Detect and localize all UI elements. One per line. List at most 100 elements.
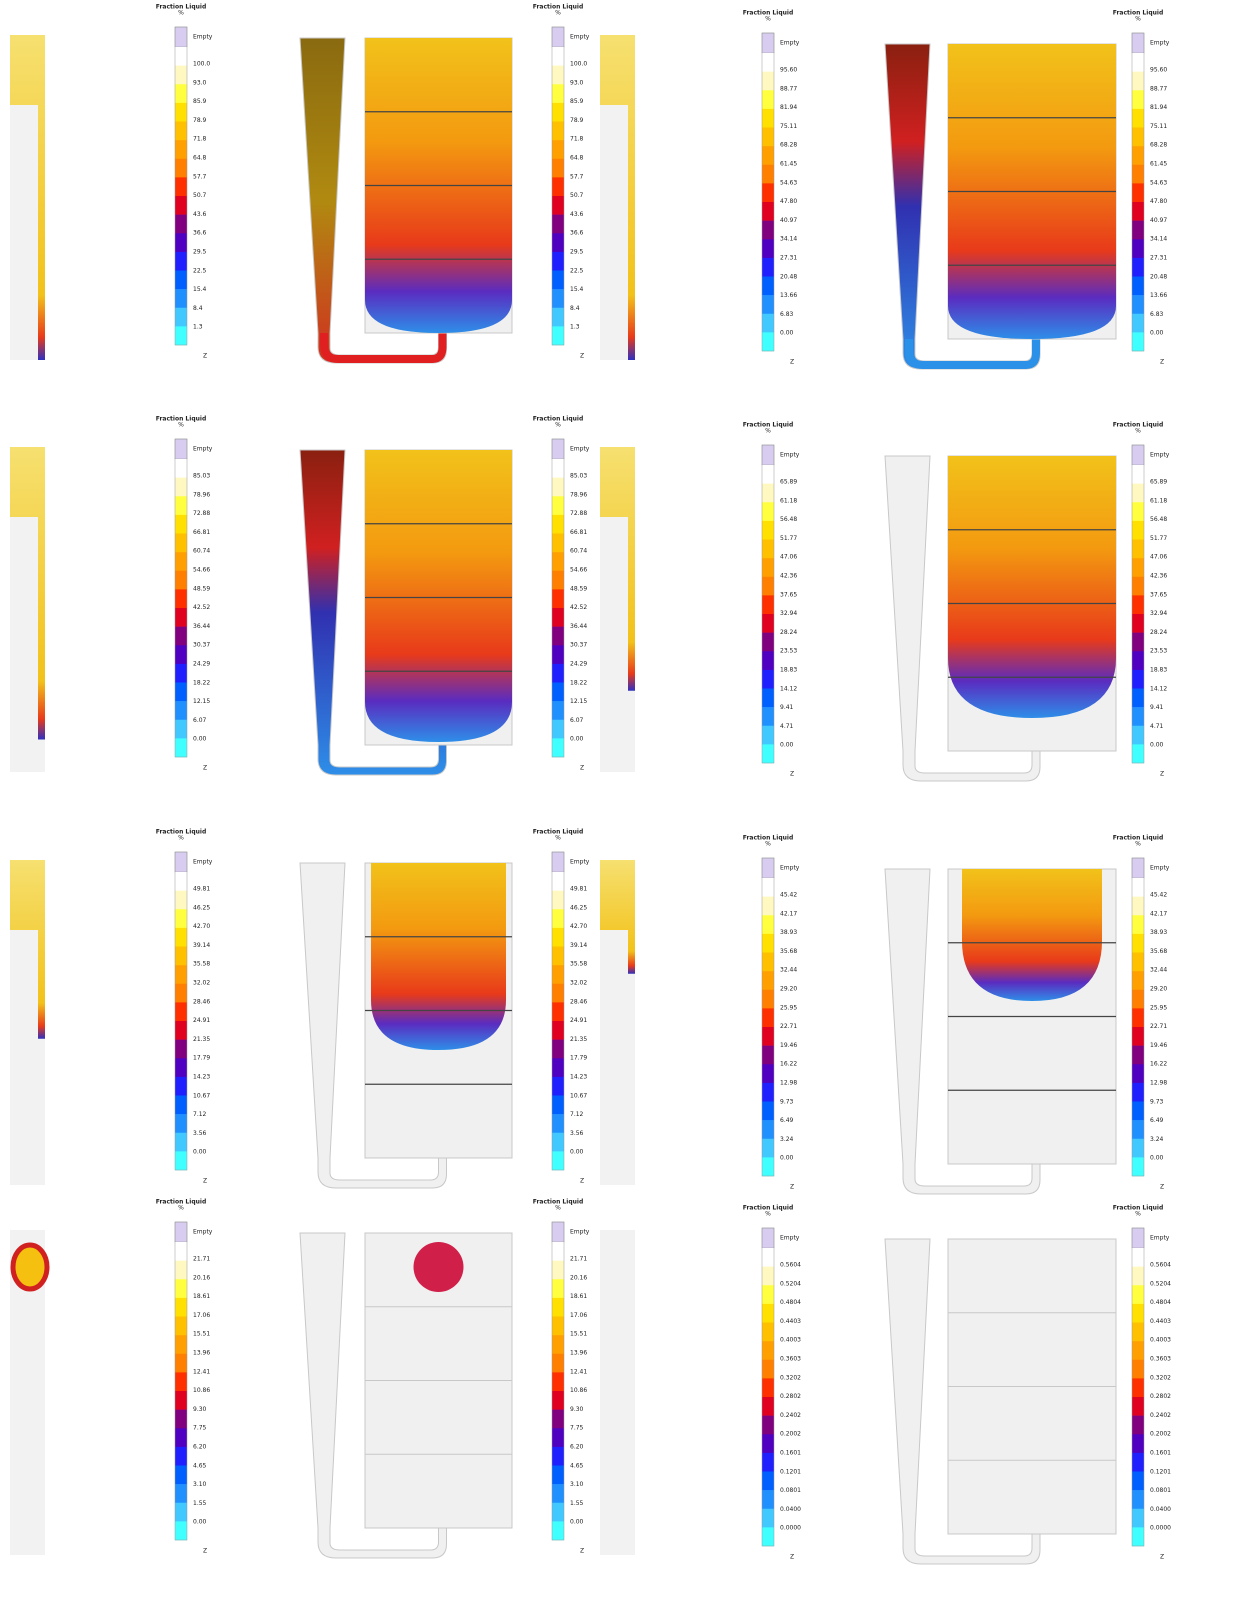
color-band: [552, 1409, 564, 1429]
color-band: [1132, 725, 1144, 745]
color-band: [1132, 53, 1144, 72]
color-band: [175, 251, 187, 271]
legend-value: 29.5: [193, 249, 207, 256]
color-band: [552, 1114, 564, 1134]
legend-title: Fraction Liquid: [743, 835, 793, 842]
legend-title: Fraction Liquid: [743, 422, 793, 429]
color-band: [552, 477, 564, 497]
legend-value: 47.06: [780, 554, 797, 561]
legend-value: 25.95: [1150, 1004, 1167, 1011]
legend-value: 1.3: [570, 324, 580, 331]
legend-value: 54.63: [1150, 179, 1167, 186]
color-band: [762, 108, 774, 128]
axis-label: Z: [790, 1184, 794, 1191]
color-band: [762, 465, 774, 484]
empty-swatch: [761, 444, 775, 466]
color-band: [552, 1002, 564, 1022]
legend-value: 24.91: [193, 1017, 210, 1024]
legend-value: 15.4: [193, 286, 207, 293]
color-band: [552, 233, 564, 253]
legend-value: 39.14: [570, 942, 587, 949]
legend-value: 6.83: [780, 311, 794, 318]
axis-label: Z: [203, 353, 207, 360]
color-band: [1132, 595, 1144, 615]
color-band: [552, 121, 564, 141]
legend-value: 0.00: [570, 1149, 584, 1156]
color-band: [175, 1372, 187, 1392]
legend-value: 10.86: [193, 1387, 210, 1394]
legend-value: 29.5: [570, 249, 584, 256]
empty-label: Empty: [1150, 40, 1170, 47]
color-band: [1132, 651, 1144, 671]
legend-value: 0.00: [780, 1155, 794, 1162]
legend-value: 27.31: [780, 255, 797, 262]
side-slice-liquid: [600, 860, 635, 974]
legend-title: Fraction Liquid: [743, 1205, 793, 1212]
color-band: [175, 1151, 187, 1171]
color-band: [1132, 1490, 1144, 1510]
color-band: [552, 177, 564, 197]
legend-value: 1.55: [570, 1500, 584, 1507]
color-band: [552, 1151, 564, 1171]
legend-value: 34.14: [1150, 236, 1167, 243]
color-band: [552, 682, 564, 702]
color-band: [552, 514, 564, 534]
legend-value: 56.48: [1150, 516, 1167, 523]
legend-value: 0.2002: [780, 1431, 801, 1438]
legend-value: 46.25: [570, 904, 587, 911]
legend-value: 71.8: [193, 136, 207, 143]
color-band: [175, 1242, 187, 1261]
color-band: [762, 1027, 774, 1046]
empty-label: Empty: [570, 1229, 590, 1236]
legend-value: 47.80: [1150, 198, 1167, 205]
axis-label: Z: [580, 1178, 584, 1185]
legend-value: 20.16: [570, 1274, 587, 1281]
color-band: [762, 1452, 774, 1472]
empty-label: Empty: [570, 446, 590, 453]
legend-value: 6.07: [193, 717, 207, 724]
legend-value: 3.56: [193, 1130, 207, 1137]
color-band: [1132, 933, 1144, 953]
legend-value: 9.73: [780, 1098, 794, 1105]
color-band: [1132, 1266, 1144, 1286]
color-band: [1132, 707, 1144, 727]
legend-value: 0.0801: [1150, 1487, 1171, 1494]
legend-value: 9.30: [193, 1406, 207, 1413]
color-band: [175, 47, 187, 66]
legend-value: 28.24: [780, 629, 797, 636]
legend-value: 12.15: [570, 698, 587, 705]
color-band: [552, 1484, 564, 1504]
color-band: [762, 1045, 774, 1065]
legend-value: 48.59: [193, 585, 210, 592]
color-band: [1132, 1285, 1144, 1305]
empty-swatch: [551, 851, 565, 873]
color-band: [762, 202, 774, 221]
color-band: [175, 1095, 187, 1115]
legend-value: 8.4: [570, 305, 580, 312]
axis-label: Z: [790, 1554, 794, 1561]
legend-value: 18.22: [570, 679, 587, 686]
empty-label: Empty: [780, 1235, 800, 1242]
legend-value: 0.00: [570, 1519, 584, 1526]
color-band: [762, 1101, 774, 1121]
color-band: [1132, 878, 1144, 897]
color-band: [175, 102, 187, 122]
legend-value: 95.60: [780, 67, 797, 74]
color-bar-frame: [1131, 32, 1145, 352]
color-band: [1132, 1045, 1144, 1065]
legend-value: 25.95: [780, 1004, 797, 1011]
legend-value: 56.48: [780, 516, 797, 523]
color-band: [1132, 915, 1144, 935]
color-band: [1132, 1415, 1144, 1435]
color-band: [762, 71, 774, 91]
legend-value: 19.46: [1150, 1042, 1167, 1049]
legend-title: Fraction Liquid: [533, 1199, 583, 1206]
legend-value: 42.70: [570, 923, 587, 930]
legend-value: 42.52: [570, 604, 587, 611]
color-band: [175, 514, 187, 534]
legend-value: 18.61: [193, 1293, 210, 1300]
color-band: [762, 146, 774, 166]
casting: [884, 43, 1117, 370]
legend-value: 21.71: [570, 1256, 587, 1263]
axis-label: Z: [1160, 1554, 1164, 1561]
